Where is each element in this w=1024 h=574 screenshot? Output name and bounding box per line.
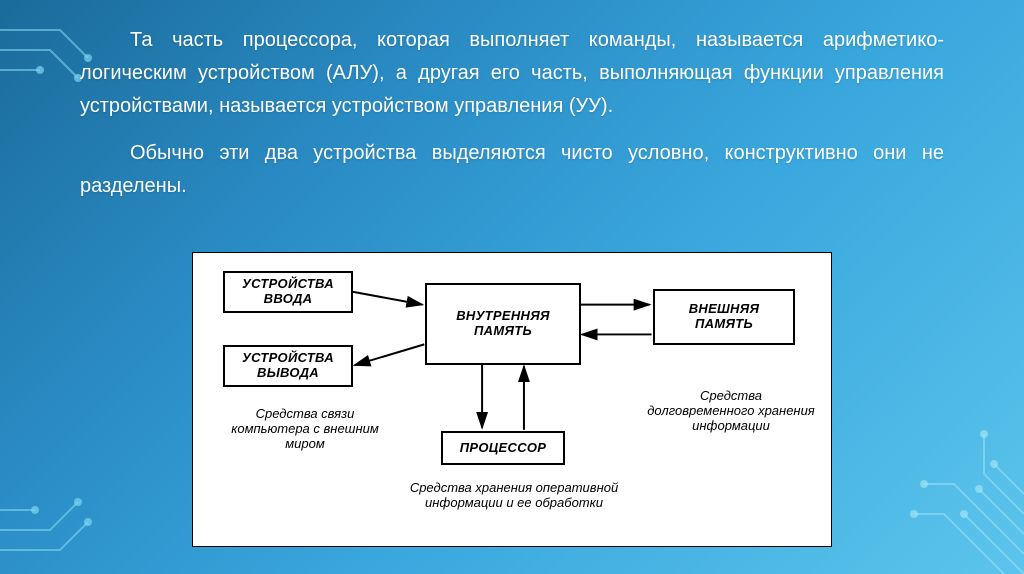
text-content: Та часть процессора, которая выполняет к…	[80, 24, 944, 217]
paragraph-2: Обычно эти два устройства выделяются чис…	[80, 137, 944, 203]
annotation-right: Средства долговременного хранения информ…	[645, 389, 817, 434]
node-output: УСТРОЙСТВА ВЫВОДА	[223, 345, 353, 387]
node-input: УСТРОЙСТВА ВВОДА	[223, 271, 353, 313]
paragraph-1: Та часть процессора, которая выполняет к…	[80, 24, 944, 123]
diagram: УСТРОЙСТВА ВВОДА УСТРОЙСТВА ВЫВОДА ВНУТР…	[192, 252, 832, 547]
annotation-bottom: Средства хранения оперативной информации…	[389, 481, 639, 511]
circuit-decor-right	[824, 174, 1024, 574]
node-imem: ВНУТРЕННЯЯ ПАМЯТЬ	[425, 283, 581, 365]
node-cpu: ПРОЦЕССОР	[441, 431, 565, 465]
node-emem: ВНЕШНЯЯ ПАМЯТЬ	[653, 289, 795, 345]
annotation-left: Средства связи компьютера с внешним миро…	[221, 407, 389, 452]
